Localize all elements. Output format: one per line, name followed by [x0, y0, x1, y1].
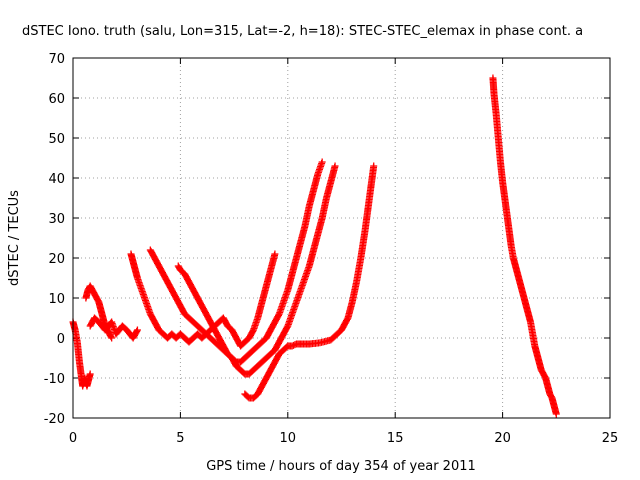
data-points: [69, 74, 560, 418]
data-series: [174, 162, 339, 378]
grid: [73, 58, 610, 418]
data-series: [69, 318, 94, 390]
x-tick-label: 20: [494, 431, 511, 446]
data-series: [86, 314, 141, 342]
data-series: [146, 158, 326, 366]
data-series: [241, 162, 378, 402]
y-tick-label: 20: [48, 252, 65, 267]
x-tick-label: 25: [602, 431, 619, 446]
plot-frame: [72, 57, 611, 419]
data-point: [107, 333, 115, 341]
y-tick-labels: -20 -10 0 10 20 30 40 50 60 70: [44, 52, 65, 427]
y-tick-label: 30: [48, 212, 65, 227]
data-series: [489, 74, 560, 418]
y-tick-label: 0: [57, 332, 65, 347]
y-tick-label: 50: [48, 132, 65, 147]
data-point: [133, 327, 141, 335]
x-axis-title: GPS time / hours of day 354 of year 2011: [206, 459, 476, 474]
x-tick-label: 15: [387, 431, 404, 446]
data-series: [127, 250, 279, 350]
data-point: [133, 326, 141, 334]
y-tick-label: 10: [48, 292, 65, 307]
x-tick-label: 10: [280, 431, 297, 446]
x-tick-label: 0: [69, 431, 77, 446]
y-tick-label: 70: [48, 52, 65, 67]
data-series: [82, 282, 116, 342]
y-tick-label: -20: [44, 412, 65, 427]
data-point: [331, 162, 339, 170]
y-axis-title: dSTEC / TECUs: [7, 190, 22, 286]
x-tick-label: 5: [176, 431, 184, 446]
y-tick-label: -10: [44, 372, 65, 387]
y-tick-label: 40: [48, 172, 65, 187]
data-point: [108, 334, 116, 342]
data-point: [318, 158, 326, 166]
data-point: [552, 410, 560, 418]
x-tick-labels: 0 5 10 15 20 25: [69, 431, 618, 446]
data-point: [271, 250, 279, 258]
y-tick-label: 60: [48, 92, 65, 107]
axis-ticks: [72, 57, 611, 419]
data-point: [370, 162, 378, 170]
chart-title: dSTEC Iono. truth (salu, Lon=315, Lat=-2…: [22, 24, 583, 39]
data-point: [86, 370, 94, 378]
